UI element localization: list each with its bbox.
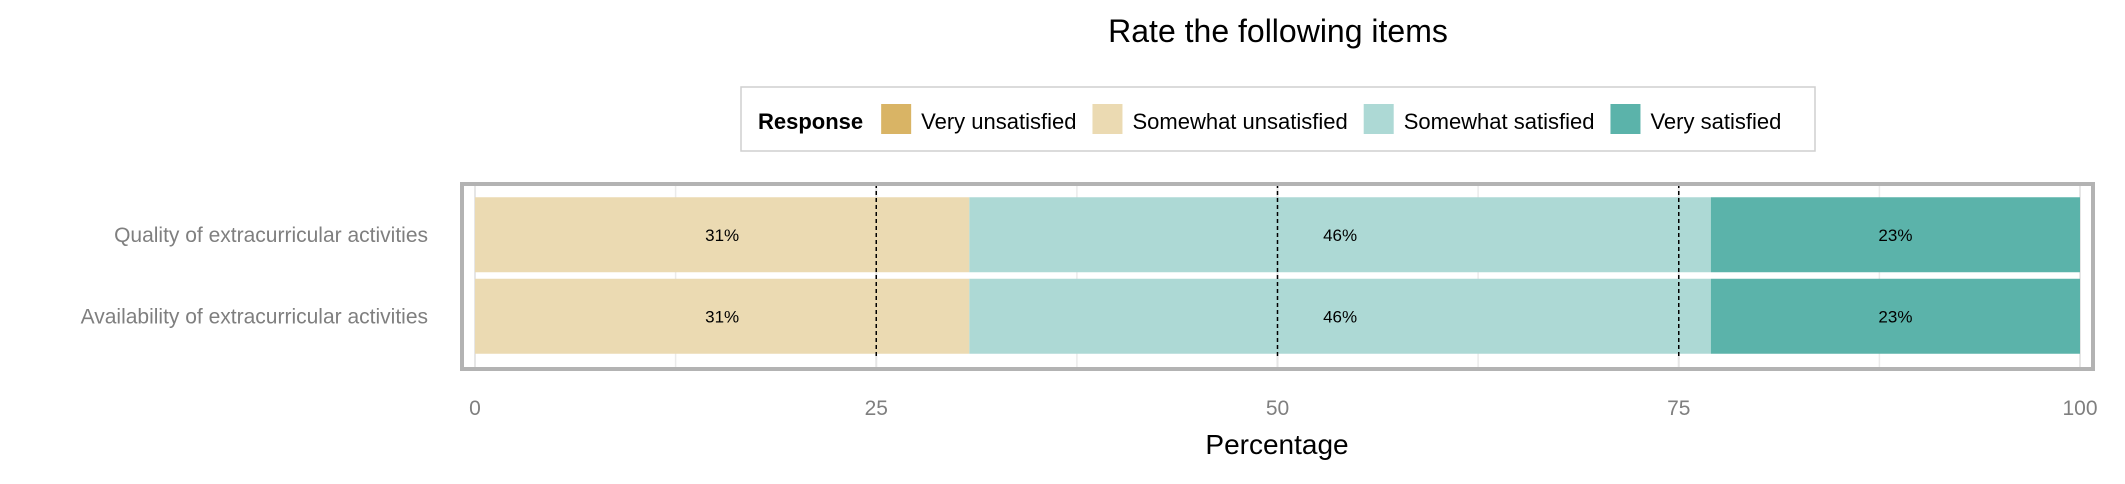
data-label: 31% <box>705 226 739 245</box>
bar-segment <box>969 278 1711 354</box>
bars <box>475 197 2080 354</box>
data-label: 46% <box>1323 307 1357 326</box>
x-tick-label: 0 <box>469 397 481 420</box>
legend-label: Somewhat satisfied <box>1404 109 1595 134</box>
data-label: 23% <box>1878 307 1912 326</box>
bar-segment <box>969 197 1711 273</box>
reference-lines <box>875 184 1680 357</box>
plot-panel: 31% 46% 23% 31% 46% 23% Quality of extracurric… <box>81 182 2098 420</box>
legend: Response Very unsatisfied Somewhat unsati… <box>740 86 1816 152</box>
legend-entry: Somewhat unsatisfied <box>1092 104 1348 134</box>
legend-entry: Very unsatisfied <box>881 104 1076 134</box>
legend-swatch <box>881 104 912 134</box>
category-label: Availability of extracurricular activiti… <box>81 305 428 328</box>
x-tick-label: 100 <box>2062 397 2097 420</box>
legend-label: Somewhat unsatisfied <box>1132 109 1347 134</box>
x-tick-label: 50 <box>1266 397 1289 420</box>
x-tick-label: 75 <box>1667 397 1690 420</box>
panel-border <box>460 182 2095 371</box>
legend-label: Very satisfied <box>1650 109 1781 134</box>
legend-swatch <box>1092 104 1123 134</box>
legend-label: Very unsatisfied <box>921 109 1076 134</box>
bar-segment <box>475 197 970 273</box>
x-tick-label: 25 <box>865 397 888 420</box>
data-label: 31% <box>705 307 739 326</box>
data-labels: 31% 46% 23% 31% 46% 23% <box>705 226 1912 327</box>
x-axis-label: Percentage <box>1205 429 1348 460</box>
data-label: 46% <box>1323 226 1357 245</box>
legend-entry: Very satisfied <box>1610 104 1781 134</box>
bar-segment <box>1710 197 2080 273</box>
legend-swatch <box>1363 104 1394 134</box>
legend-swatch <box>1610 104 1641 134</box>
legend-title: Response <box>758 109 863 134</box>
chart-title: Rate the following items <box>1108 13 1448 49</box>
bar-segment <box>475 278 970 354</box>
bar-segment <box>1710 278 2080 354</box>
x-axis-ticks: 0 25 50 75 100 <box>469 397 2097 420</box>
category-label: Quality of extracurricular activities <box>114 224 428 247</box>
data-label: 23% <box>1878 226 1912 245</box>
legend-entry: Somewhat satisfied <box>1363 104 1595 134</box>
